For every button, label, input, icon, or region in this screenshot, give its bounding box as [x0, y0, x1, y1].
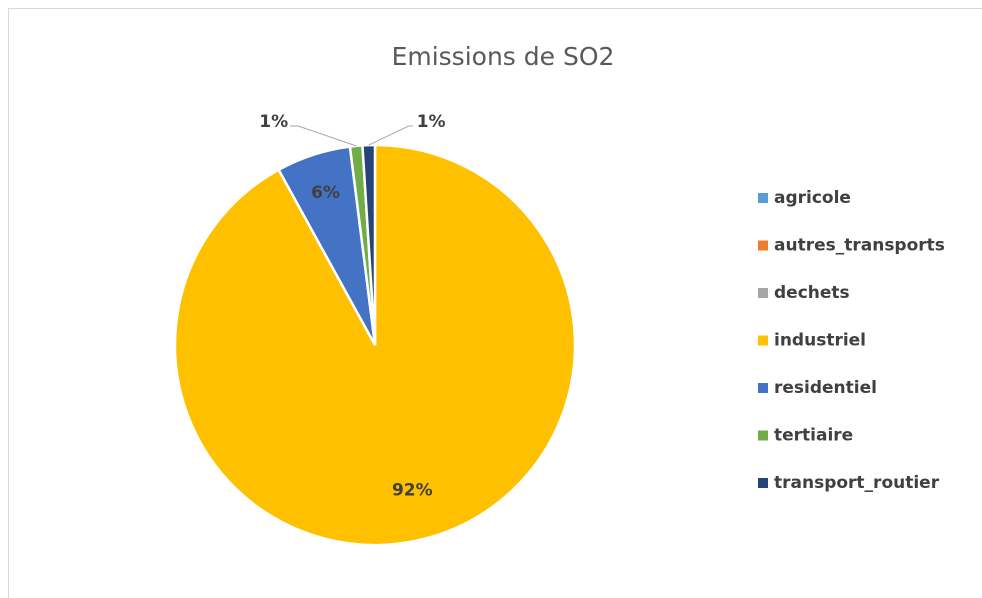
legend-label: tertiaire: [774, 426, 853, 446]
data-label: 6%: [311, 183, 340, 203]
legend-swatch: [758, 430, 768, 441]
data-label: 1%: [259, 112, 288, 132]
legend-label: residentiel: [774, 378, 877, 398]
data-label: 92%: [392, 480, 433, 500]
legend-swatch: [758, 478, 768, 488]
leader-line: [368, 125, 413, 146]
leader-line: [290, 125, 357, 147]
legend-swatch: [758, 288, 768, 298]
legend-swatch: [758, 240, 768, 251]
legend-swatch: [758, 383, 768, 393]
legend-swatch: [758, 193, 768, 203]
legend-swatch: [758, 335, 768, 346]
pie-slice: [361, 143, 377, 346]
legend-label: industriel: [774, 331, 866, 351]
legend-label: transport_routier: [774, 473, 940, 493]
legend-label: autres_transports: [774, 236, 945, 256]
legend-label: dechets: [774, 283, 850, 303]
chart-title: Emissions de SO2: [392, 42, 615, 71]
data-label: 1%: [417, 112, 446, 132]
legend-label: agricole: [774, 188, 851, 208]
